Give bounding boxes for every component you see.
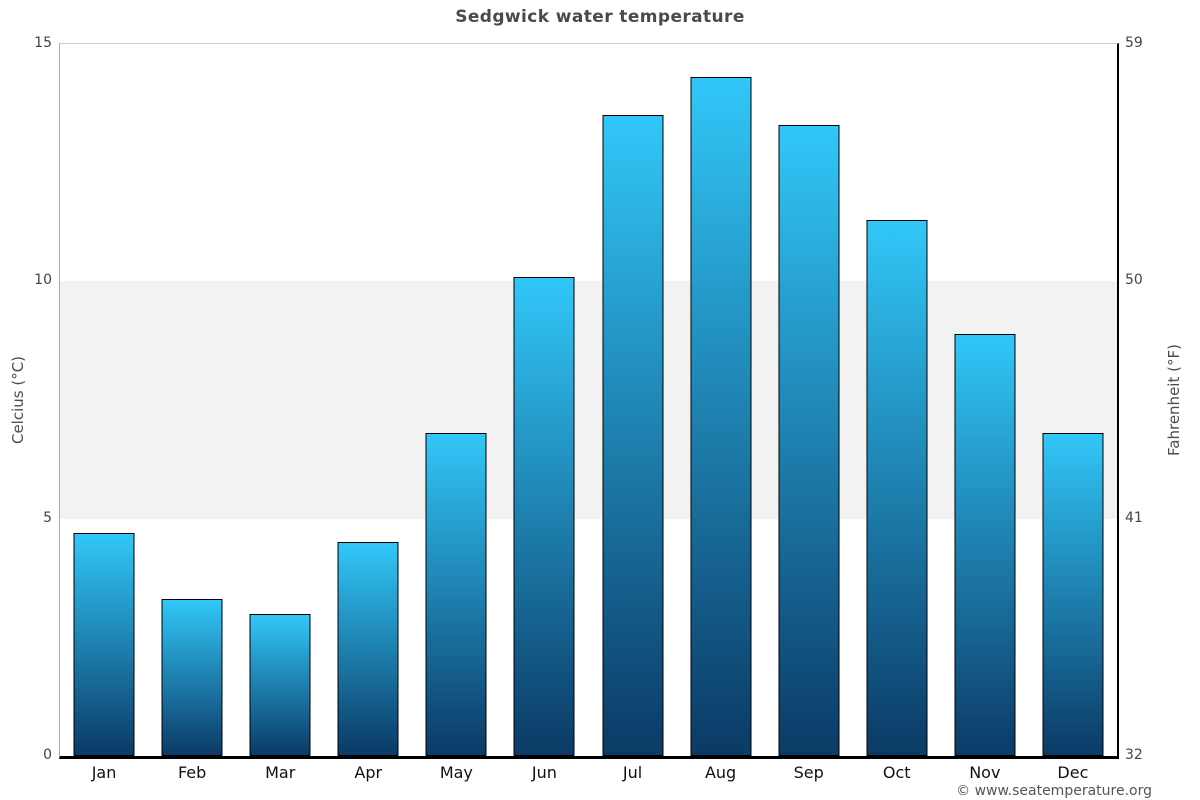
x-label-jul: Jul bbox=[622, 763, 643, 782]
month-axis-labels: Jan Feb Mar Apr May Jun Jul Aug Sep Oct Nov Dec bbox=[60, 762, 1117, 786]
celsius-axis-ticks: 15 10 5 0 bbox=[0, 36, 52, 762]
x-label-jun: Jun bbox=[531, 763, 557, 782]
fahrenheit-tick-32: 32 bbox=[1125, 747, 1143, 763]
fahrenheit-axis-ticks: 59 50 41 32 bbox=[1125, 36, 1185, 762]
fahrenheit-tick-41: 41 bbox=[1125, 509, 1143, 526]
bar-apr bbox=[337, 542, 399, 756]
celsius-tick-0: 0 bbox=[43, 747, 52, 763]
bar-sep bbox=[778, 124, 840, 756]
chart-title: Sedgwick water temperature bbox=[455, 7, 745, 27]
x-label-apr: Apr bbox=[354, 763, 383, 782]
celsius-tick-15: 15 bbox=[34, 35, 52, 51]
x-label-may: May bbox=[439, 763, 473, 782]
bar-dec bbox=[1042, 433, 1104, 756]
x-label-mar: Mar bbox=[265, 763, 296, 782]
fahrenheit-tick-50: 50 bbox=[1125, 272, 1143, 289]
bars-layer bbox=[60, 44, 1117, 756]
celsius-tick-5: 5 bbox=[43, 509, 52, 526]
x-label-sep: Sep bbox=[793, 763, 824, 782]
bar-aug bbox=[690, 77, 752, 756]
bar-jul bbox=[602, 115, 664, 756]
bar-feb bbox=[161, 599, 223, 756]
x-label-oct: Oct bbox=[882, 763, 911, 782]
x-label-dec: Dec bbox=[1057, 763, 1089, 782]
bar-mar bbox=[249, 613, 311, 756]
fahrenheit-tick-59: 59 bbox=[1125, 35, 1143, 51]
x-label-aug: Aug bbox=[704, 763, 737, 782]
shaded-band-5-10 bbox=[60, 281, 1117, 519]
x-label-jan: Jan bbox=[91, 763, 117, 782]
x-label-nov: Nov bbox=[969, 763, 1001, 782]
bar-nov bbox=[954, 333, 1016, 756]
copyright-text: © www.seatemperature.org bbox=[956, 783, 1152, 799]
bar-jan bbox=[73, 532, 135, 756]
plot-area bbox=[59, 43, 1119, 759]
celsius-tick-10: 10 bbox=[34, 272, 52, 289]
bar-may bbox=[425, 433, 487, 756]
x-label-feb: Feb bbox=[177, 763, 207, 782]
bar-oct bbox=[866, 219, 928, 756]
bar-jun bbox=[513, 276, 575, 756]
